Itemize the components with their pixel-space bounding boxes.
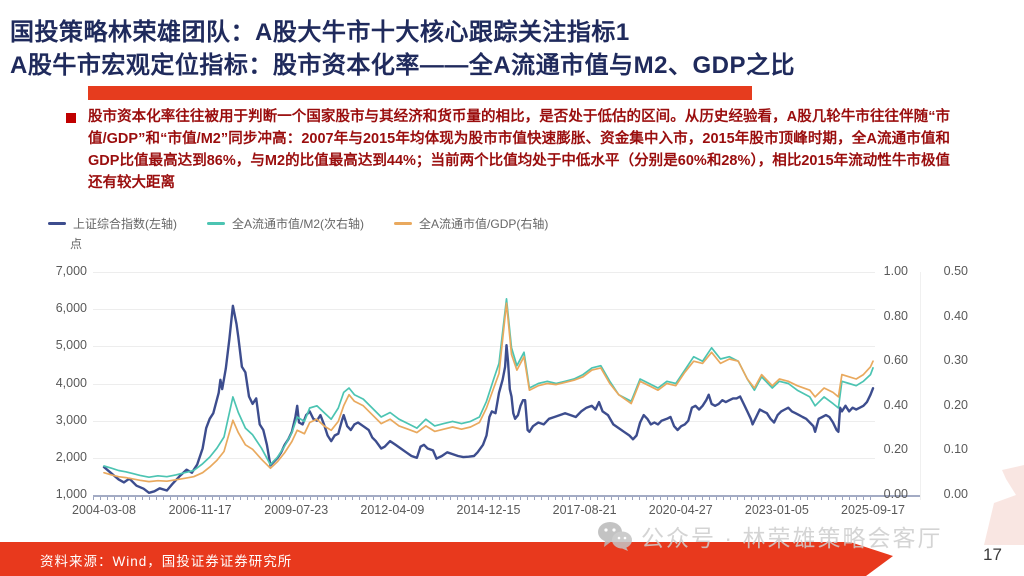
gridline xyxy=(93,346,875,348)
x-axis-line xyxy=(93,495,920,497)
legend-item: 上证综合指数(左轴) xyxy=(48,215,177,232)
series-line xyxy=(103,297,874,479)
left-axis-tick: 6,000 xyxy=(55,301,87,316)
gridline xyxy=(93,457,875,459)
gridline xyxy=(93,420,875,422)
x-axis-tick: 2014-12-15 xyxy=(456,503,521,517)
left-axis-tick: 7,000 xyxy=(55,264,87,278)
watermark: 公众号 · 林荣雄策略会客厅 xyxy=(597,519,942,553)
series-line xyxy=(103,302,874,483)
decorative-pink-shape xyxy=(984,465,1024,545)
right-axis-outer-tick: 0.20 xyxy=(943,397,968,412)
left-axis-unit-label: 点 xyxy=(70,237,83,251)
right-axis-inner-tick: 0.00 xyxy=(883,487,908,501)
x-axis-tick: 2012-04-09 xyxy=(360,503,425,517)
gridline xyxy=(93,272,875,273)
left-axis-tick: 4,000 xyxy=(55,375,87,390)
right-axis-inner-tick: 0.40 xyxy=(883,397,908,412)
series-line xyxy=(102,304,875,495)
gridline xyxy=(93,383,875,385)
right-axis-outer-tick: 0.50 xyxy=(943,264,968,278)
legend-label: 全A流通市值/GDP(右轴) xyxy=(419,217,549,231)
x-axis-tick: 2025-09-17 xyxy=(841,503,905,517)
left-axis-tick: 3,000 xyxy=(55,412,87,427)
chart-legend: 上证综合指数(左轴) 全A流通市值/M2(次右轴) 全A流通市值/GDP(右轴) xyxy=(48,215,548,232)
watermark-text: 公众号 · 林荣雄策略会客厅 xyxy=(641,525,943,551)
x-axis-minor-ticks xyxy=(93,497,875,500)
legend-item: 全A流通市值/GDP(右轴) xyxy=(394,215,548,232)
legend-item: 全A流通市值/M2(次右轴) xyxy=(207,215,364,232)
bullet-square-icon xyxy=(66,113,76,123)
legend-line-swatch xyxy=(207,222,225,225)
gridline xyxy=(93,309,875,311)
right-axis-outer-tick: 0.10 xyxy=(943,442,968,457)
right-axis-outer-tick: 0.00 xyxy=(943,487,968,501)
left-axis-tick: 5,000 xyxy=(55,338,87,353)
line-chart: 7,000 6,000 5,000 4,000 3,000 2,000 1,000 1.00 0… xyxy=(0,255,1024,535)
title-block: 国投策略林荣雄团队：A股大牛市十大核心跟踪关注指标1 A股牛市宏观定位指标：股市… xyxy=(10,16,1010,82)
summary-paragraph: 股市资本化率往往被用于判断一个国家股市与其经济和货币量的相比，是否处于低估的区间… xyxy=(88,109,950,191)
left-axis-tick: 2,000 xyxy=(55,449,87,464)
legend-line-swatch xyxy=(48,222,66,225)
chart-plot-area xyxy=(93,272,920,500)
chart-series-canvas xyxy=(102,297,875,495)
legend-label: 上证综合指数(左轴) xyxy=(73,217,177,231)
legend-line-swatch xyxy=(394,222,413,225)
right-axis-inner-tick: 0.80 xyxy=(883,308,908,323)
right-axis-separator xyxy=(920,272,921,500)
x-axis-tick: 2009-07-23 xyxy=(264,503,329,517)
right-axis-outer-tick: 0.30 xyxy=(943,353,968,368)
source-note: 资料来源：Wind，国投证券证券研究所 xyxy=(40,554,293,569)
right-axis-inner-tick: 0.20 xyxy=(883,442,908,457)
wechat-icon xyxy=(598,522,632,551)
x-axis-tick: 2017-08-21 xyxy=(552,503,617,517)
right-axis-inner-tick: 1.00 xyxy=(883,264,908,278)
x-axis-tick: 2020-04-27 xyxy=(648,503,713,517)
x-axis-tick: 2004-03-08 xyxy=(72,503,136,517)
legend-label: 全A流通市值/M2(次右轴) xyxy=(232,217,365,231)
left-axis-tick: 1,000 xyxy=(55,487,87,501)
page-title-line1: 国投策略林荣雄团队：A股大牛市十大核心跟踪关注指标1 xyxy=(10,19,630,46)
footer-red-bar xyxy=(0,542,893,576)
title-underline-bar xyxy=(88,86,752,100)
page-title-line2: A股牛市宏观定位指标：股市资本化率——全A流通市值与M2、GDP之比 xyxy=(10,52,796,79)
right-axis-outer-tick: 0.40 xyxy=(943,308,968,323)
x-axis-tick: 2023-01-05 xyxy=(744,503,809,517)
x-axis-tick: 2006-11-17 xyxy=(168,503,232,517)
right-axis-inner-tick: 0.60 xyxy=(883,353,908,368)
page-number: 17 xyxy=(983,545,1002,564)
